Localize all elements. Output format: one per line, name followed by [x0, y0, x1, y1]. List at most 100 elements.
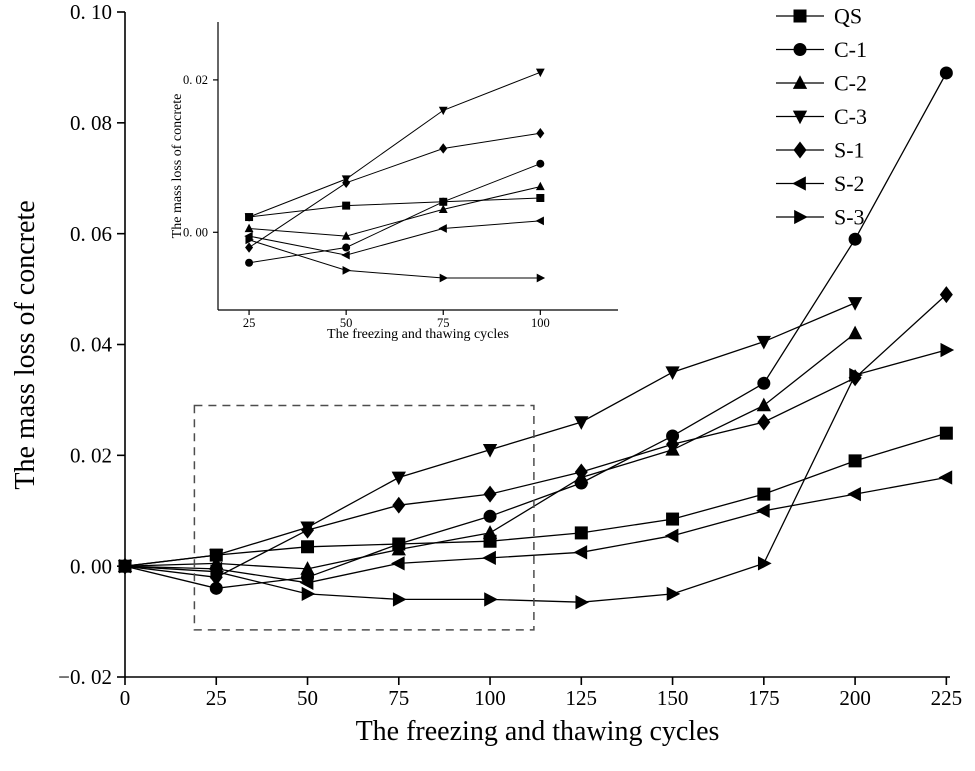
inset-plot-marker-QS [536, 194, 545, 202]
main-plot-marker-S-2 [573, 545, 588, 560]
inset-plot-marker-S-3 [342, 265, 351, 275]
main-plot-marker-C-2 [847, 325, 863, 340]
main-plot-marker-S-2 [938, 470, 953, 485]
triangle-left-icon [792, 176, 806, 191]
main-plot-marker-S-1 [574, 463, 588, 481]
main-plot-marker-S-3 [392, 592, 407, 607]
inset-plot-x-tick-label: 25 [243, 316, 256, 330]
main-plot-marker-S-1 [757, 413, 771, 431]
main-plot-marker-C-1 [209, 581, 223, 595]
main-plot: 0 25 50 75 100 125 150 175 200 225 −0. 02 0. 00 0. 0… [58, 0, 962, 710]
inset-plot-x-tick-label: 100 [531, 316, 550, 330]
inset-plot: 25 50 75 100 0. 00 0. 02 [183, 22, 618, 330]
inset-plot-marker-C-1 [245, 258, 254, 267]
main-plot-x-tick-label: 75 [388, 686, 409, 710]
main-plot-marker-QS [848, 454, 862, 468]
zoom-region-box [193, 404, 535, 631]
main-plot-series-line-S-1 [124, 294, 947, 578]
legend-item-C-1: C-1 [776, 37, 867, 62]
inset-plot-marker-C-3 [244, 213, 254, 222]
main-plot-y-tick-label: 0. 10 [70, 0, 112, 24]
main-plot-marker-C-3 [847, 297, 863, 311]
inset-plot-marker-C-2 [244, 223, 254, 233]
main-plot-marker-C-2 [482, 525, 498, 539]
main-plot-marker-S-2 [756, 503, 770, 518]
main-plot-marker-S-1 [301, 521, 315, 539]
main-plot-x-tick-label: 0 [120, 686, 131, 710]
inset-plot-series-line-C-2 [249, 186, 541, 237]
inset-plot-marker-S-1 [342, 177, 351, 188]
inset-plot-marker-S-3 [439, 273, 449, 283]
main-plot-marker-C-1 [483, 509, 497, 523]
inset-plot-marker-C-2 [438, 204, 448, 214]
main-plot-y-tick-label: 0. 00 [70, 554, 112, 578]
inset-plot-series-line-S-3 [248, 239, 541, 279]
diamond-icon [793, 141, 807, 159]
main-plot-marker-S-2 [299, 575, 314, 590]
main-plot-marker-QS [666, 512, 680, 526]
legend-label: S-3 [834, 205, 865, 230]
main-plot-marker-S-2 [847, 486, 861, 502]
inset-plot-series-line-C-3 [248, 71, 541, 218]
main-plot-series-line-S-2 [124, 476, 947, 584]
inset-plot-marker-C-3 [535, 68, 545, 78]
main-plot-marker-C-3 [756, 335, 771, 350]
inset-plot-marker-S-2 [438, 224, 447, 233]
main-plot-marker-S-1 [483, 485, 497, 503]
main-plot-marker-S-3 [119, 559, 133, 574]
main-plot-marker-C-1 [939, 66, 953, 80]
square-icon [793, 9, 807, 23]
inset-plot-series-line-S-1 [248, 132, 541, 248]
main-plot-marker-C-3 [482, 443, 498, 458]
inset-plot-marker-S-1 [439, 143, 448, 154]
main-plot-marker-S-3 [301, 586, 316, 602]
inset-plot-marker-QS [342, 201, 351, 210]
triangle-right-icon [794, 209, 808, 225]
main-plot-x-tick-label: 200 [839, 686, 871, 710]
main-plot-x-tick-label: 175 [748, 686, 780, 710]
legend-label: C-1 [834, 37, 867, 62]
main-plot-marker-QS [301, 540, 315, 554]
inset-plot-x-tick-label: 50 [340, 316, 353, 330]
triangle-down-icon [792, 110, 808, 125]
legend: QS C-1 C-2 C-3 S-1 S-2 S-3 [776, 4, 867, 230]
legend-item-C-3: C-3 [776, 104, 867, 129]
inset-plot-marker-C-3 [438, 106, 448, 116]
main-plot-marker-S-3 [940, 342, 955, 358]
inset-plot-series-line-C-1 [249, 163, 541, 264]
inset-plot-series-line-QS [249, 197, 541, 218]
legend-item-QS: QS [776, 4, 862, 29]
main-plot-marker-QS [574, 526, 588, 540]
main-plot-marker-C-2 [756, 397, 771, 412]
legend-item-S-1: S-1 [776, 138, 865, 163]
main-plot-marker-S-2 [390, 556, 405, 571]
main-plot-marker-C-3 [665, 366, 680, 381]
main-plot-marker-S-2 [482, 550, 496, 566]
main-plot-marker-S-3 [484, 592, 498, 607]
inset-plot-marker-C-1 [439, 197, 448, 206]
main-plot-x-tick-label: 25 [206, 686, 227, 710]
main-plot-marker-QS [939, 426, 953, 440]
legend-label: C-2 [834, 71, 867, 96]
main-plot-marker-S-1 [939, 286, 953, 304]
triangle-up-icon [792, 75, 808, 89]
main-plot-marker-S-1 [392, 496, 406, 514]
inset-plot-marker-C-2 [341, 231, 351, 240]
inset-plot-y-tick-label: 0. 02 [183, 73, 208, 87]
main-plot-marker-C-1 [848, 232, 862, 246]
main-plot-marker-S-1 [666, 435, 680, 453]
main-plot-marker-S-3 [849, 367, 863, 383]
inset-plot-y-tick-label: 0. 00 [183, 226, 208, 240]
main-plot-y-tick-label: −0. 02 [58, 665, 112, 689]
inset-plot-marker-S-3 [245, 235, 254, 245]
legend-item-S-3: S-3 [776, 205, 865, 230]
main-plot-marker-S-2 [664, 528, 679, 543]
inset-x-axis-title: The freezing and thawing cycles [327, 327, 509, 342]
inset-plot-series-line-S-2 [249, 220, 541, 256]
main-plot-x-tick-label: 50 [297, 686, 318, 710]
main-plot-y-tick-label: 0. 02 [70, 443, 112, 467]
inset-plot-x-tick-label: 75 [437, 316, 450, 330]
legend-item-S-2: S-2 [776, 171, 865, 196]
